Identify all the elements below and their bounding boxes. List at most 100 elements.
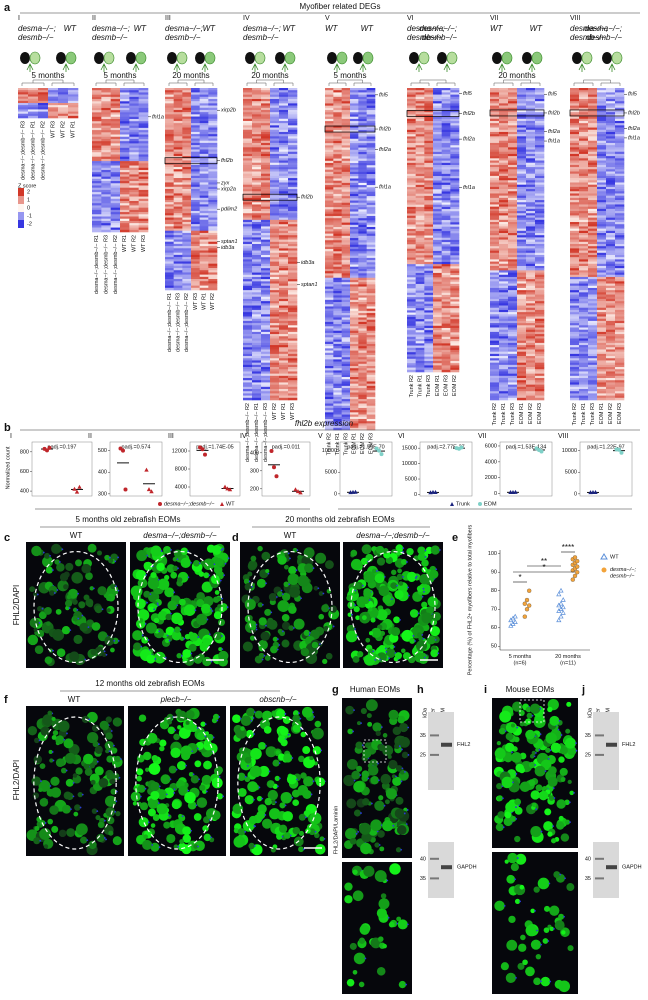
heatmap-cell — [173, 283, 183, 286]
heatmap-cell — [441, 178, 451, 181]
heatmap-cell — [333, 107, 342, 111]
heatmap-cell — [407, 356, 416, 360]
heatmap-cell — [424, 343, 434, 346]
heatmap-cell — [508, 307, 518, 311]
heatmap-cell — [261, 208, 271, 212]
heatmap-cell — [415, 314, 425, 318]
heatmap-cell — [433, 334, 442, 338]
heatmap-cell — [191, 219, 200, 223]
heatmap-cell — [279, 244, 289, 247]
heatmap-cell — [341, 335, 351, 338]
heatmap-cell — [358, 193, 367, 197]
heatmap-cell — [252, 373, 262, 377]
heatmap-cell — [165, 167, 174, 170]
heatmap-cell — [252, 364, 262, 368]
heatmap-cell — [588, 213, 598, 216]
heatmap-cell — [182, 175, 192, 179]
heatmap-cell — [243, 136, 253, 139]
heatmap-cell — [508, 191, 518, 194]
heatmap-cell — [199, 131, 209, 135]
heatmap-cell — [433, 193, 442, 197]
heatmap-cell — [407, 224, 416, 227]
heatmap-cell — [526, 239, 536, 243]
heatmap-cell — [182, 90, 192, 93]
heatmap-cell — [535, 88, 545, 91]
heatmap-cell — [165, 217, 174, 221]
heatmap-cell — [441, 145, 451, 148]
heatmap-cell — [101, 209, 111, 213]
heatmap-cell — [243, 298, 253, 302]
heatmap-cell — [441, 158, 451, 161]
heatmap-cell — [499, 197, 509, 201]
heatmap-cell — [279, 364, 289, 368]
heatmap-cell — [243, 384, 253, 388]
heatmap-cell — [499, 246, 509, 249]
heatmap-cell — [450, 165, 460, 168]
heatmap-cell — [341, 346, 351, 349]
heatmap-cell — [366, 328, 376, 332]
eye-icon — [611, 51, 623, 65]
heatmap-cell — [261, 153, 271, 157]
heatmap-cell — [535, 325, 545, 328]
heatmap-cell — [101, 218, 111, 222]
heatmap-cell — [261, 164, 271, 168]
heatmap-cell — [579, 195, 589, 199]
heatmap-cell — [433, 369, 442, 373]
heatmap-cell — [270, 283, 280, 287]
heatmap-cell — [165, 151, 174, 155]
heatmap-cell — [38, 94, 49, 97]
heatmap-cell — [517, 285, 527, 289]
heatmap-cell — [526, 237, 536, 240]
heatmap-cell — [366, 151, 376, 155]
heatmap-cell — [208, 250, 218, 253]
heatmap-cell — [199, 147, 209, 150]
heatmap-cell — [366, 198, 376, 201]
heatmap-cell — [120, 134, 130, 138]
heatmap-cell — [526, 261, 536, 265]
heatmap-cell — [173, 215, 183, 218]
heatmap-cell — [138, 196, 149, 200]
heatmap-cell — [138, 165, 149, 169]
heatmap-cell — [243, 109, 253, 113]
heatmap-cell — [182, 285, 192, 289]
heatmap-cell — [535, 191, 545, 194]
genotype-left: desma−/−; desmb−/− — [18, 24, 56, 42]
heatmap-cell — [407, 169, 416, 172]
heatmap-cell — [120, 90, 130, 93]
heatmap-cell — [433, 358, 442, 362]
heatmap-cell — [508, 276, 518, 280]
heatmap-cell — [508, 391, 518, 394]
heatmap-cell — [606, 156, 616, 159]
heatmap-cell — [101, 185, 111, 188]
heatmap-cell — [499, 164, 509, 168]
heatmap-cell — [508, 189, 518, 192]
heatmap-cell — [358, 361, 367, 365]
heatmap-cell — [424, 132, 434, 135]
heatmap-cell — [165, 92, 174, 95]
heatmap-cell — [415, 145, 425, 148]
heatmap-cell — [588, 184, 598, 188]
heatmap-cell — [424, 224, 434, 227]
heatmap-cell — [165, 224, 174, 227]
heatmap-cell — [433, 336, 442, 340]
heatmap-cell — [288, 303, 298, 306]
heatmap-cell — [182, 268, 192, 271]
heatmap-cell — [407, 121, 416, 124]
heatmap-cell — [165, 173, 174, 177]
heatmap-cell — [415, 129, 425, 133]
heatmap-cell — [535, 340, 545, 344]
heatmap-cell — [579, 147, 589, 150]
heatmap-cell — [433, 206, 442, 210]
heatmap-cell — [415, 321, 425, 324]
heatmap-cell — [424, 356, 434, 360]
heatmap-cell — [208, 287, 218, 291]
heatmap-cell — [279, 195, 289, 199]
heatmap-cell — [288, 323, 298, 326]
heatmap-cell — [499, 169, 509, 172]
heatmap-cell — [270, 268, 280, 271]
heatmap-cell — [173, 213, 183, 216]
heatmap-cell — [570, 116, 580, 120]
heatmap-cell — [341, 94, 351, 98]
heatmap-cell — [517, 224, 527, 227]
heatmap-cell — [579, 162, 589, 166]
